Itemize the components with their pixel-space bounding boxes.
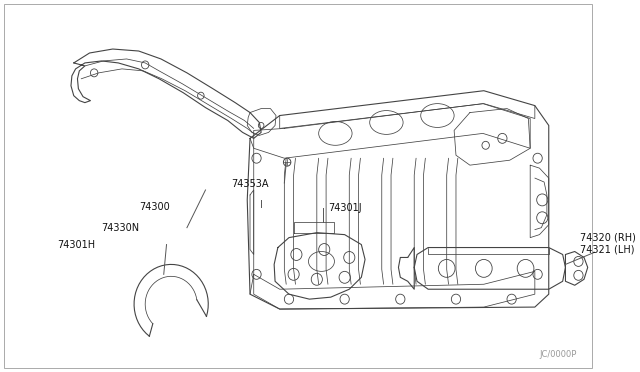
Text: 74330N: 74330N — [102, 223, 140, 233]
Text: 74300: 74300 — [139, 202, 170, 212]
Text: 74321 (LH): 74321 (LH) — [580, 244, 635, 254]
Text: 74301J: 74301J — [328, 203, 362, 213]
Text: 74353A: 74353A — [232, 179, 269, 189]
Text: 74301H: 74301H — [57, 240, 95, 250]
Text: 74320 (RH): 74320 (RH) — [580, 232, 636, 243]
Text: JC/0000P: JC/0000P — [540, 350, 577, 359]
